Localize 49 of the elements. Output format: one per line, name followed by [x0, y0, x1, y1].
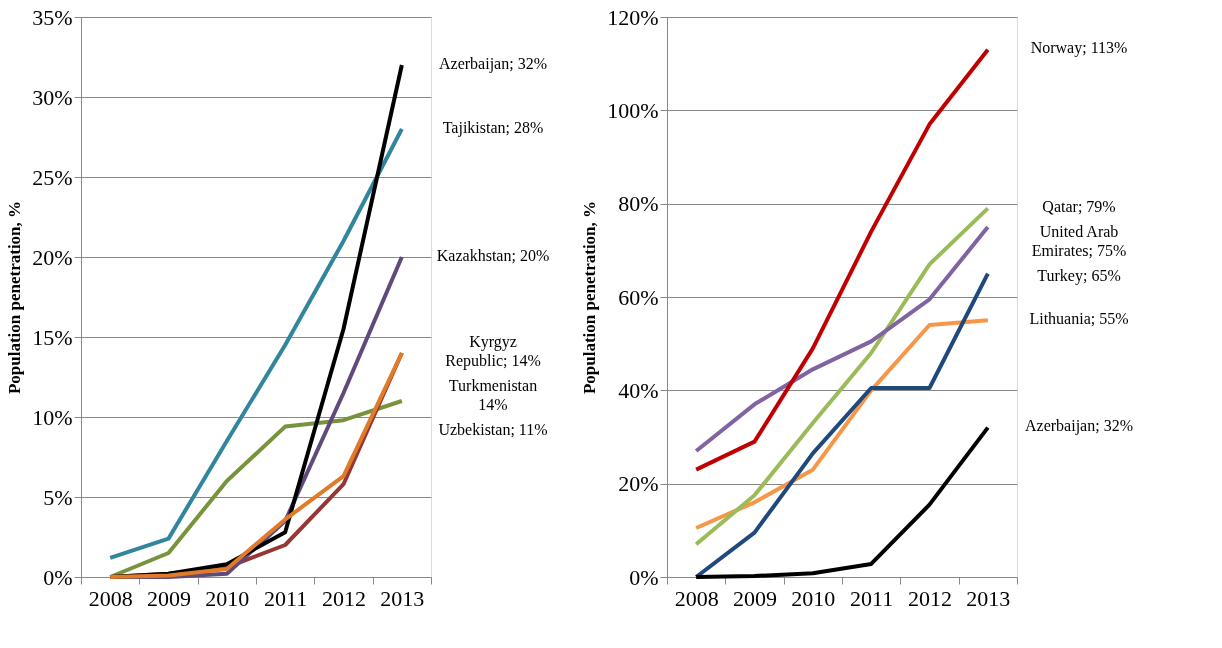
- text: Lithuania; 55%: [1029, 309, 1129, 327]
- text: Azerbaijan; 32%: [1025, 417, 1133, 436]
- x-tick-label: 2011: [264, 585, 308, 611]
- text: Kazakhstan; 20%: [436, 246, 550, 264]
- x-tick-label: 2013: [380, 585, 425, 611]
- line-series: [694, 225, 990, 453]
- x-tick-label: 2013: [966, 585, 1011, 611]
- x-tick-label: 2012: [322, 585, 366, 611]
- line-series: [694, 425, 990, 579]
- x-tick-label: 2009: [147, 585, 191, 611]
- text: Norway; 113%: [1030, 39, 1128, 58]
- text: Uzbekistan; 11%: [438, 421, 548, 438]
- y-tick-label: 80%: [618, 191, 659, 217]
- line-series: [694, 206, 990, 547]
- y-tick-label: 100%: [607, 97, 659, 123]
- y-tick-label: 40%: [618, 377, 659, 403]
- y-tick-label: 30%: [32, 84, 73, 110]
- x-tick-label: 2011: [850, 585, 894, 611]
- text: Turkey; 65%: [1037, 266, 1121, 285]
- y-tick-label: 35%: [32, 4, 73, 30]
- text: Qatar; 79%: [1042, 197, 1116, 215]
- x-tick-label: 2012: [908, 585, 952, 611]
- y-tick-label: 20%: [618, 471, 659, 497]
- y-tick-label: 0%: [43, 564, 73, 590]
- text: Tajikistan; 28%: [442, 118, 544, 137]
- x-tick-label: 2010: [791, 585, 836, 611]
- y-tick-label: 0%: [629, 564, 659, 590]
- y-axis-title: Population penetration, %: [5, 200, 25, 395]
- y-tick-label: 60%: [618, 284, 659, 310]
- x-tick-label: 2008: [88, 585, 133, 611]
- line-series: [694, 271, 990, 579]
- text: United Arab Emirates; 75%: [1031, 222, 1127, 259]
- text: Kyrgyz Republic; 14%: [445, 333, 541, 370]
- line-series: [108, 127, 404, 560]
- y-tick-label: 10%: [32, 404, 73, 430]
- y-tick-label: 5%: [43, 484, 73, 510]
- x-tick-label: 2009: [733, 585, 777, 611]
- y-tick-label: 25%: [32, 164, 73, 190]
- x-tick-label: 2008: [674, 585, 719, 611]
- line-series: [694, 318, 990, 530]
- y-tick-label: 120%: [607, 4, 659, 30]
- y-tick-label: 20%: [32, 244, 73, 270]
- x-tick-label: 2010: [205, 585, 250, 611]
- line-series: [108, 351, 404, 579]
- text: Turkmenistan 14%: [448, 377, 538, 413]
- text: Azerbaijan; 32%: [439, 54, 547, 73]
- line-series: [694, 47, 990, 472]
- y-tick-label: 15%: [32, 324, 73, 350]
- y-axis-title: Population penetration, %: [580, 200, 600, 395]
